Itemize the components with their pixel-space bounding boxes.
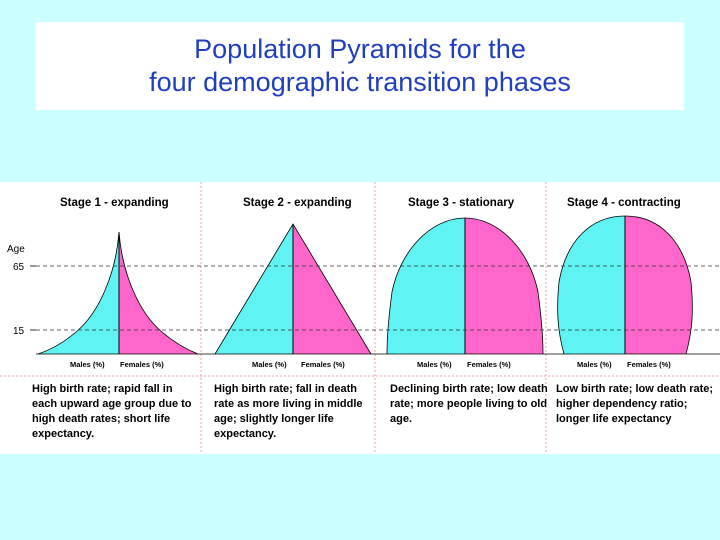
slide-title: Population Pyramids for the four demogra… [36,22,684,110]
stage-3-description: Declining birth rate; low death rate; mo… [390,383,548,425]
stage-1-females-label: Females (%) [120,360,164,369]
stage-3-females [465,218,543,354]
age-axis-label: Age [7,244,25,255]
stage-2-males-label: Males (%) [252,360,287,369]
stage-3-males-label: Males (%) [417,360,452,369]
stage-4-description: Low birth rate; low death rate; higher d… [556,383,714,425]
stage-2-title: Stage 2 - expanding [243,197,352,209]
stage-1-title: Stage 1 - expanding [60,197,169,209]
stage-4-males-label: Males (%) [577,360,612,369]
stage-4-title: Stage 4 - contracting [567,197,681,209]
stage-4-females [625,216,693,354]
title-line-2: four demographic transition phases [149,67,571,97]
title-line-1: Population Pyramids for the [194,34,526,64]
stage-4-males [557,216,625,354]
stage-4-females-label: Females (%) [627,360,671,369]
stage-1-males-label: Males (%) [70,360,105,369]
stage-3-males [387,218,465,354]
stage-2-females-label: Females (%) [301,360,345,369]
pyramids-panel: Stage 1 - expanding Stage 2 - expanding … [0,182,720,454]
stage-1-males [38,232,119,354]
stage-3-title: Stage 3 - stationary [408,197,515,209]
stage-1-females [119,232,198,354]
tick-15-label: 15 [13,326,25,337]
stage-1-description: High birth rate; rapid fall in each upwa… [32,383,192,440]
stage-3-females-label: Females (%) [467,360,511,369]
pyramids-diagram: Stage 1 - expanding Stage 2 - expanding … [0,182,720,454]
stage-2-description: High birth rate; fall in death rate as m… [214,383,363,440]
tick-65-label: 65 [13,262,25,273]
